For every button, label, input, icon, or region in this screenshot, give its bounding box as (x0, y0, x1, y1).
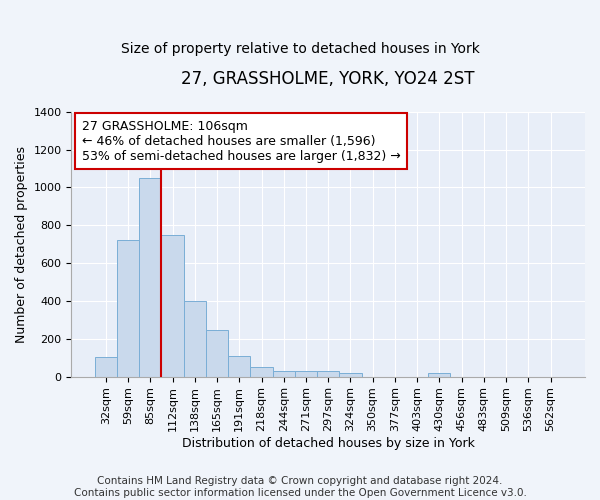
Bar (272, 372, 295, 376)
Text: Contains HM Land Registry data © Crown copyright and database right 2024.
Contai: Contains HM Land Registry data © Crown c… (74, 476, 526, 498)
Bar (295, 372, 317, 376)
X-axis label: Distribution of detached houses by size in York: Distribution of detached houses by size … (182, 437, 475, 450)
Bar (117, 240, 139, 376)
Bar (206, 330, 228, 376)
Bar (161, 234, 184, 376)
Text: 27 GRASSHOLME: 106sqm
← 46% of detached houses are smaller (1,596)
53% of semi-d: 27 GRASSHOLME: 106sqm ← 46% of detached … (82, 120, 400, 162)
Bar (428, 373, 451, 376)
Bar (228, 356, 250, 376)
Bar (139, 178, 161, 376)
Bar (340, 373, 362, 376)
Text: Size of property relative to detached houses in York: Size of property relative to detached ho… (121, 42, 479, 56)
Bar (317, 372, 340, 376)
Y-axis label: Number of detached properties: Number of detached properties (15, 146, 28, 342)
Bar (250, 367, 272, 376)
Bar (95, 356, 117, 376)
Title: 27, GRASSHOLME, YORK, YO24 2ST: 27, GRASSHOLME, YORK, YO24 2ST (181, 70, 475, 88)
Bar (184, 301, 206, 376)
